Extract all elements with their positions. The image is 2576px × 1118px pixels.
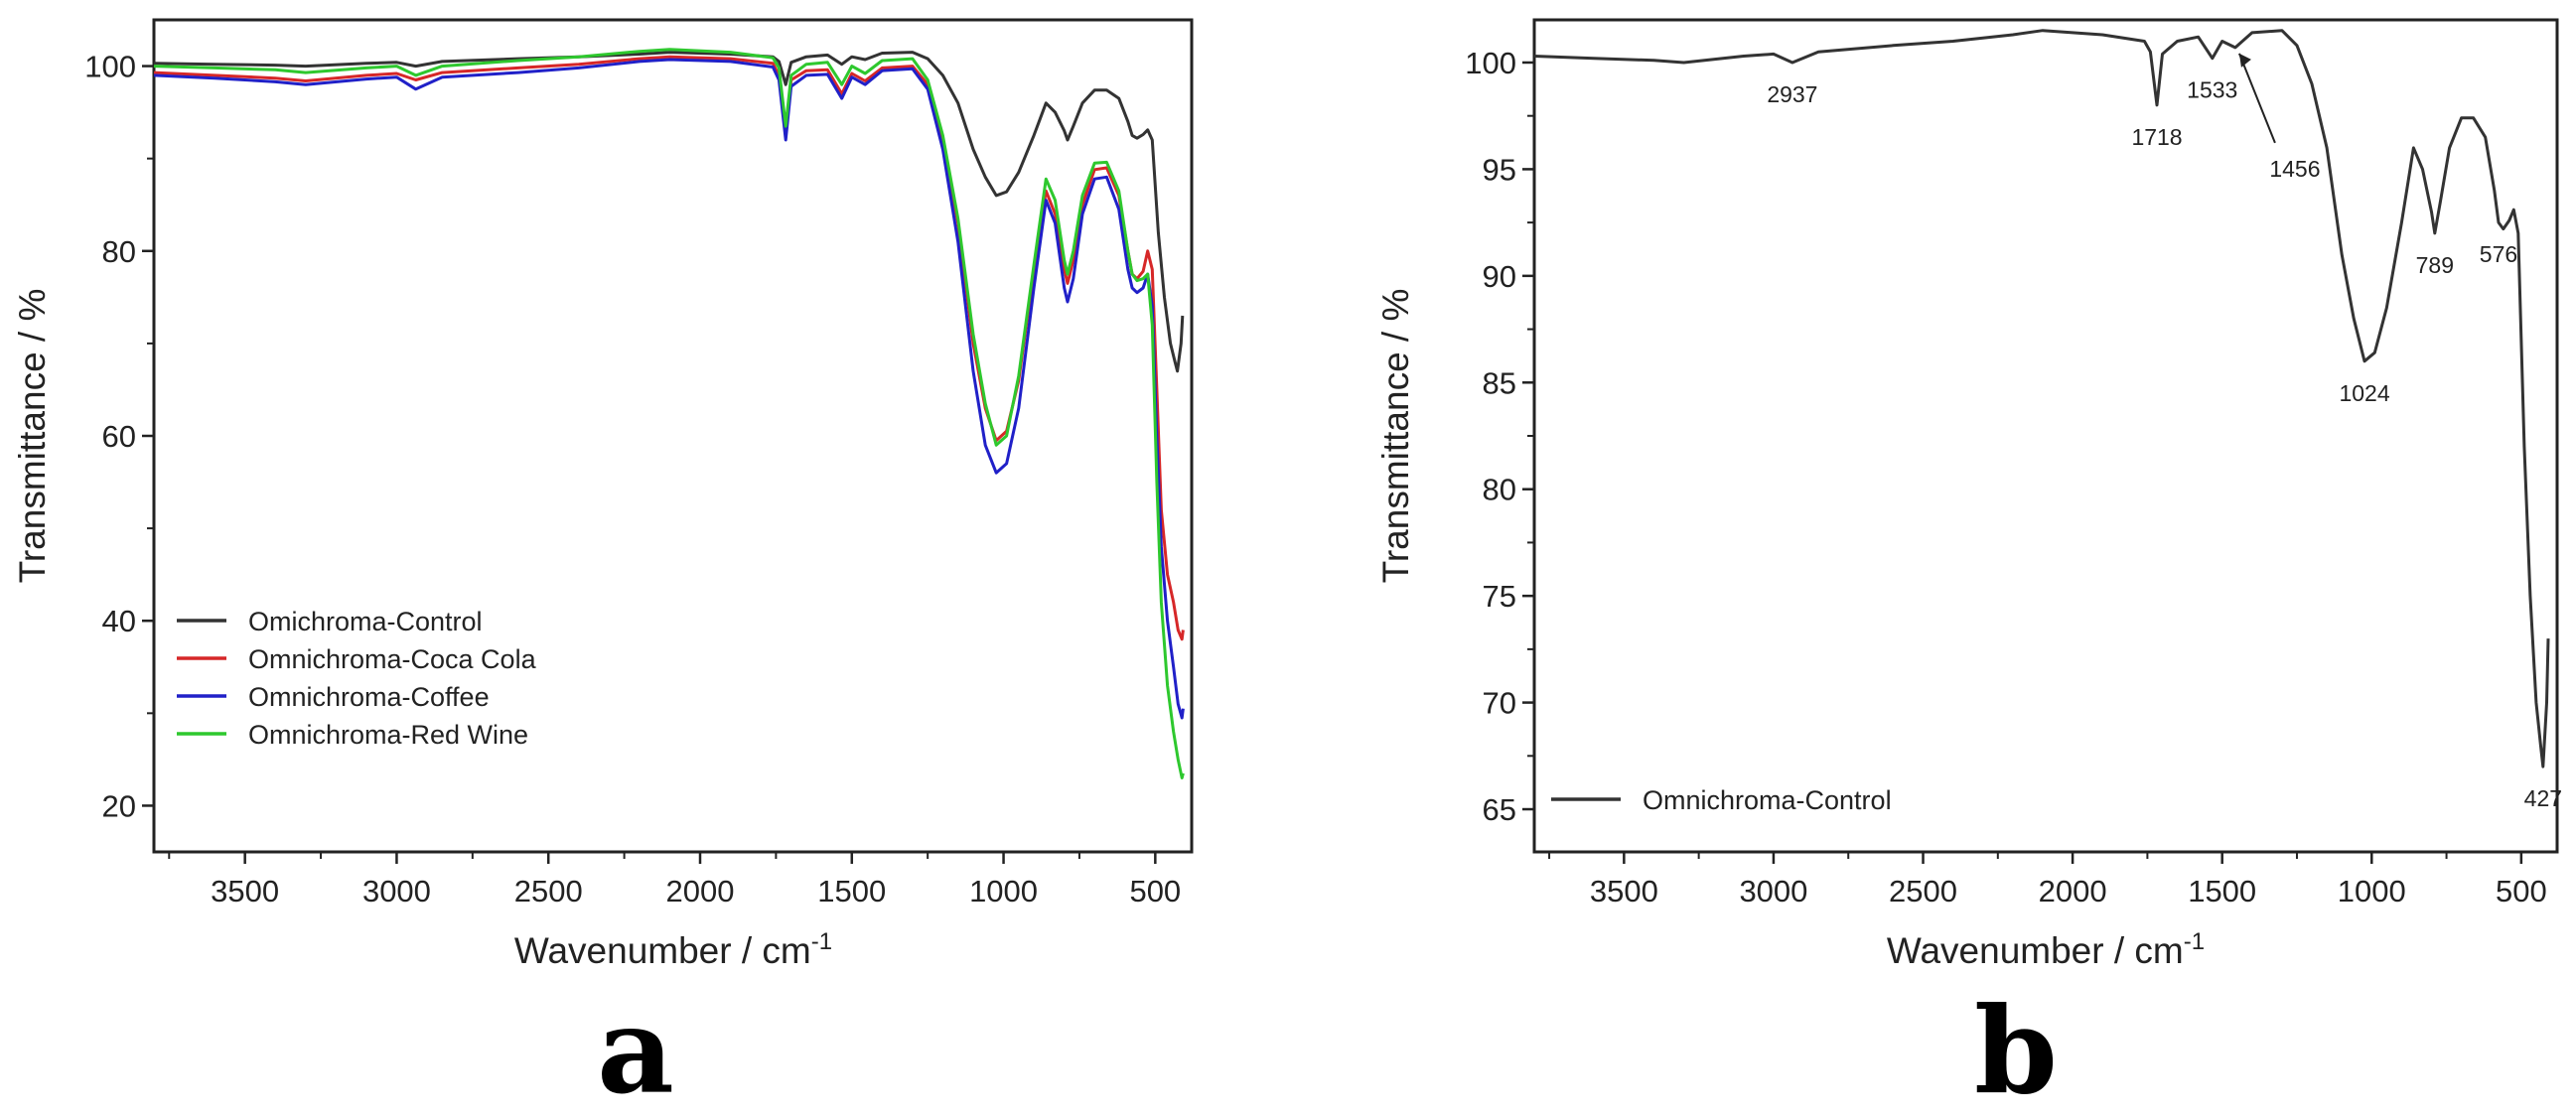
panel-b-x-axis-label-sup: -1 — [2184, 928, 2205, 955]
y-tick-label: 80 — [1483, 473, 1516, 507]
y-tick-label: 60 — [102, 419, 136, 454]
panel-b-x-axis-label: Wavenumber / cm-1 — [1887, 928, 2205, 971]
x-tick-label: 2500 — [1889, 874, 1957, 908]
series-line-coffee — [153, 58, 1185, 720]
panel-a-legend: Omichroma-Control Omnichroma-Coca Cola Omn… — [177, 607, 537, 750]
panel-a-x-axis-label-main: Wavenumber / cm — [514, 930, 811, 971]
series-line-coca-cola — [153, 55, 1185, 641]
panel-a-letter: a — [597, 981, 674, 1118]
peak-annotation-label: 1718 — [2131, 124, 2182, 150]
y-tick-label: 85 — [1483, 365, 1516, 400]
x-tick-label: 500 — [1129, 874, 1181, 908]
x-tick-label: 3500 — [211, 874, 279, 908]
y-tick-label: 100 — [1465, 46, 1516, 80]
y-tick-label: 40 — [102, 604, 136, 638]
y-tick-label: 100 — [84, 50, 136, 84]
x-tick-label: 3000 — [362, 874, 431, 908]
peak-annotation-label: 576 — [2480, 241, 2517, 267]
panel-b-chart: 3500 3000 2500 2000 1500 1000 500 65 70 75 80 85 90 9… — [1375, 18, 2562, 1118]
y-tick-label: 80 — [102, 234, 136, 269]
panel-b-legend: Omnichroma-Control — [1551, 785, 1892, 815]
panel-a-series-lines — [153, 48, 1185, 779]
y-tick-label: 20 — [102, 788, 136, 823]
panel-a-x-axis-label: Wavenumber / cm-1 — [514, 928, 832, 971]
legend-label: Omnichroma-Red Wine — [248, 720, 528, 750]
x-tick-label: 500 — [2496, 874, 2547, 908]
panel-a-y-axis-label: Transmittance / % — [12, 289, 53, 584]
panel-a-x-axis-label-sup: -1 — [811, 928, 832, 955]
legend-label: Omnichroma-Control — [1643, 785, 1892, 815]
peak-annotation-label: 1024 — [2339, 380, 2389, 406]
panel-b-ticks: 3500 3000 2500 2000 1500 1000 500 65 70 75 80 85 90 9… — [1465, 46, 2546, 908]
y-tick-label: 95 — [1483, 152, 1516, 187]
peak-annotation-label: 1456 — [2269, 156, 2320, 182]
x-tick-label: 3500 — [1590, 874, 1658, 908]
y-tick-label: 65 — [1483, 792, 1516, 827]
annotation-arrow — [2238, 53, 2276, 144]
legend-label: Omichroma-Control — [248, 607, 483, 636]
y-tick-label: 75 — [1483, 579, 1516, 614]
peak-annotation-label: 427 — [2524, 785, 2562, 811]
peak-annotation-label: 2937 — [1767, 81, 1817, 107]
x-tick-label: 1500 — [817, 874, 886, 908]
y-tick-label: 90 — [1483, 259, 1516, 294]
legend-label: Omnichroma-Coca Cola — [248, 644, 537, 674]
x-tick-label: 2500 — [514, 874, 583, 908]
x-tick-label: 2000 — [2039, 874, 2107, 908]
peak-annotation-label: 1533 — [2187, 77, 2237, 103]
x-tick-label: 3000 — [1739, 874, 1807, 908]
x-tick-label: 2000 — [666, 874, 735, 908]
x-tick-label: 1000 — [2338, 874, 2406, 908]
annotation-arrowhead — [2238, 53, 2251, 68]
x-tick-label: 1500 — [2188, 874, 2256, 908]
peak-annotation-label: 789 — [2416, 252, 2454, 278]
panel-b-x-axis-label-main: Wavenumber / cm — [1887, 930, 2184, 971]
panel-a-ticks: 3500 3000 2500 2000 1500 1000 500 20 40 60 80 100 — [84, 50, 1181, 908]
panel-b-series-lines — [1533, 29, 2550, 769]
y-tick-label: 70 — [1483, 686, 1516, 721]
x-tick-label: 1000 — [969, 874, 1038, 908]
legend-label: Omnichroma-Coffee — [248, 682, 490, 712]
series-line-red-wine — [153, 48, 1185, 779]
panel-b-plot-frame — [1532, 18, 2559, 854]
panel-a-chart: 3500 3000 2500 2000 1500 1000 500 20 40 60 80 100 T… — [12, 18, 1194, 1118]
series-line-control — [1533, 29, 2550, 769]
panel-b-letter: b — [1974, 981, 2058, 1118]
panel-b-y-axis-label: Transmittance / % — [1375, 289, 1416, 584]
